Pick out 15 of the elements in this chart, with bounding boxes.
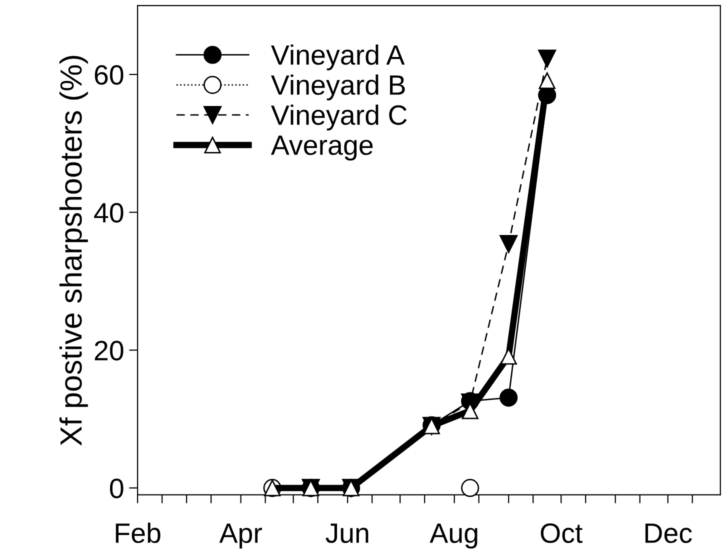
y-tick-label: 60 (94, 65, 124, 85)
y-tick-label: 40 (94, 202, 124, 223)
legend-label: Vineyard A (271, 44, 405, 70)
y-axis-title: Xf postive sharpshooters (%) (59, 56, 88, 446)
y-tick-label: 20 (94, 340, 124, 360)
x-tick-label: Apr (219, 524, 262, 549)
y-tick-label: 0 (110, 478, 124, 498)
x-tick-label: Dec (645, 524, 692, 544)
x-tick-label: Aug (430, 524, 478, 549)
legend-label: Average (270, 136, 373, 161)
legend-label: Vineyard B (271, 74, 405, 100)
x-tick-label: Jun (326, 524, 368, 544)
x-tick-label: Oct (540, 523, 583, 544)
legend-label: Vineyard C (271, 104, 407, 130)
x-tick-label: Feb (116, 522, 160, 544)
